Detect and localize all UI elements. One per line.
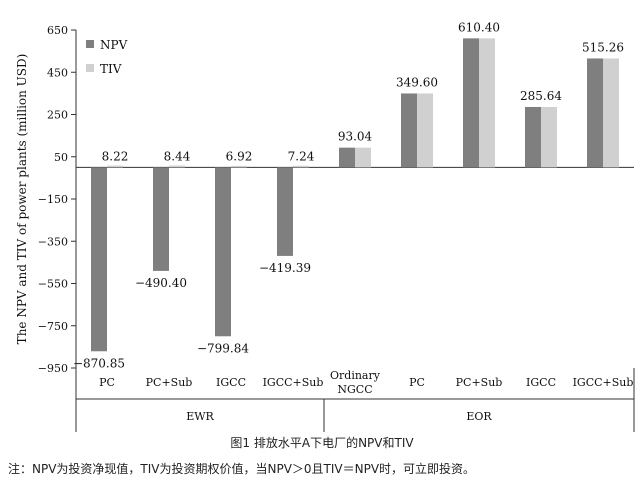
bar-data-label: 610.40	[458, 20, 500, 34]
bar-tiv	[541, 106, 557, 168]
npv-data-label: −799.84	[197, 341, 249, 355]
bar-data-label: 515.26	[582, 40, 624, 54]
legend-label-npv: NPV	[100, 38, 128, 52]
y-tick-label: 450	[47, 66, 68, 79]
bar-npv	[91, 167, 107, 352]
category-label: PC	[99, 376, 115, 389]
legend-label-tiv: TIV	[100, 62, 122, 76]
bar-npv	[339, 147, 355, 168]
category-label: PC+Sub	[456, 376, 503, 389]
y-axis-title: The NPV and TIV of power plants (million…	[15, 54, 29, 345]
tiv-data-label: 8.22	[102, 149, 129, 163]
figure-note: 注：NPV为投资净现值，TIV为投资期权价值，当NPV＞0且TIV＝NPV时，可…	[8, 462, 476, 476]
bar-npv	[153, 167, 169, 271]
y-tick-label: 250	[47, 109, 68, 122]
bar-npv	[587, 58, 603, 168]
y-tick-label: 50	[54, 151, 68, 164]
bar-npv	[463, 38, 479, 168]
y-tick-label: −950	[38, 362, 68, 375]
npv-data-label: −870.85	[73, 356, 125, 370]
bar-npv	[401, 93, 417, 168]
category-label: PC	[409, 376, 425, 389]
tiv-data-label: 7.24	[288, 149, 315, 163]
category-label: IGCC+Sub	[263, 376, 324, 389]
category-label: IGCC	[526, 376, 556, 389]
y-tick-label: −750	[38, 320, 68, 333]
y-tick-label: 650	[47, 24, 68, 37]
bar-npv	[277, 167, 293, 256]
category-label: PC+Sub	[146, 376, 193, 389]
category-label: IGCC+Sub	[573, 376, 634, 389]
npv-data-label: −490.40	[135, 276, 187, 290]
y-tick-label: −150	[38, 193, 68, 206]
bar-chart: 650 450 250 50 −150 −350 −550 −750 −950 The NPV a…	[15, 20, 635, 432]
npv-data-label: −419.39	[259, 261, 311, 275]
figure-caption: 图1 排放水平A下电厂的NPV和TIV	[230, 436, 414, 450]
group-label-ewr: EWR	[186, 410, 214, 423]
y-tick-label: −350	[38, 235, 68, 248]
category-label: NGCC	[337, 383, 372, 396]
category-label: IGCC	[216, 376, 246, 389]
bar-data-label: 93.04	[338, 130, 373, 144]
legend-swatch-tiv	[86, 64, 94, 72]
bar-data-label: 349.60	[396, 75, 438, 89]
group-label-eor: EOR	[466, 410, 492, 423]
bar-npv	[215, 167, 231, 337]
tiv-data-label: 8.44	[164, 149, 191, 163]
bar-data-label: 285.64	[520, 89, 562, 103]
category-label: Ordinary	[330, 369, 381, 382]
y-tick-label: −550	[38, 278, 68, 291]
bar-tiv	[355, 147, 371, 168]
bar-tiv	[417, 93, 433, 168]
legend-swatch-npv	[86, 40, 94, 48]
bar-tiv	[231, 165, 247, 168]
tiv-data-label: 6.92	[226, 149, 253, 163]
bar-npv	[525, 106, 541, 168]
bar-tiv	[107, 165, 123, 168]
bar-tiv	[169, 165, 185, 168]
bar-tiv	[603, 58, 619, 168]
bar-tiv	[479, 38, 495, 168]
bar-tiv	[293, 165, 309, 168]
